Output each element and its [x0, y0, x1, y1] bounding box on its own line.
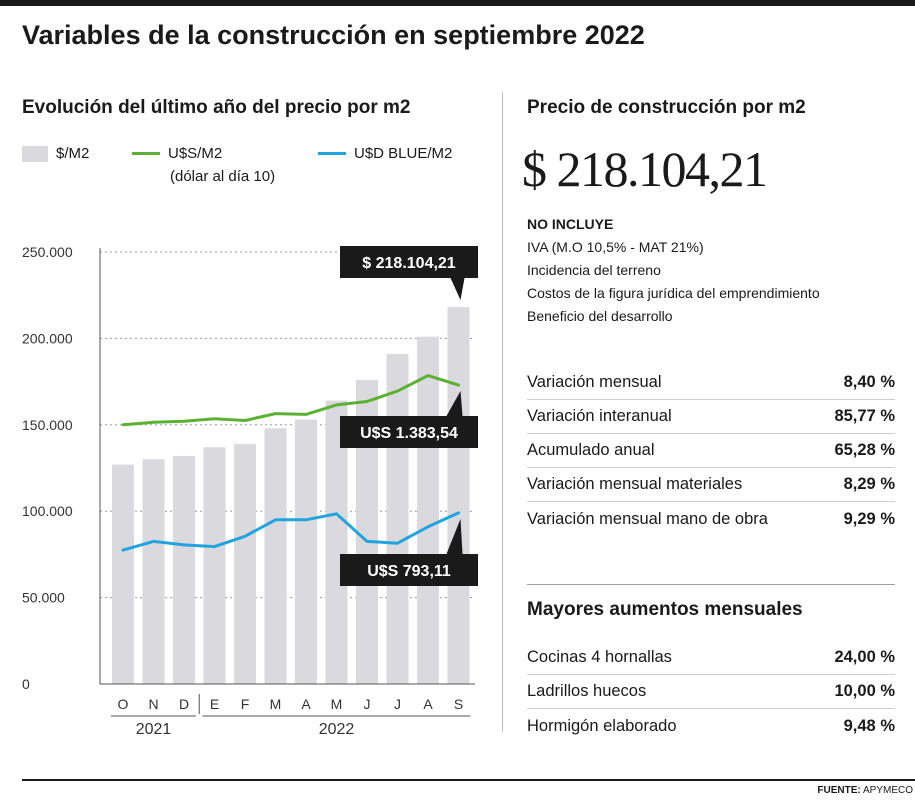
increase-row: Cocinas 4 hornallas 24,00 %: [527, 641, 895, 675]
x-tick-label: O: [118, 696, 129, 712]
stat-value: 8,29 %: [843, 475, 895, 493]
legend-label-usd: U$S/M2: [168, 145, 223, 162]
stat-row: Variación interanual 85,77 %: [527, 400, 895, 434]
exclusion-item: IVA (M.O 10,5% - MAT 21%): [527, 239, 704, 255]
bar-ars: [203, 447, 226, 684]
callout-box: [340, 554, 478, 586]
callout-pointer: [446, 391, 463, 416]
callout-label: $ 218.104,21: [362, 255, 456, 272]
increase-row: Ladrillos huecos 10,00 %: [527, 675, 895, 709]
stat-value: 65,28 %: [834, 441, 895, 459]
x-tick-label: A: [423, 696, 433, 712]
year-label: 2022: [319, 721, 355, 738]
increase-label: Hormigón elaborado: [527, 716, 677, 735]
y-tick-label: 250.000: [22, 244, 73, 260]
price-chart: 250.000 200.000 150.000 100.000 50.000 0 O N D E F…: [22, 244, 478, 738]
year-label: 2021: [136, 721, 172, 738]
callout-label: U$S 793,11: [367, 563, 451, 580]
bar-ars: [295, 419, 317, 684]
stat-label: Variación mensual: [527, 373, 662, 391]
bottom-rule: [22, 779, 915, 781]
stat-row: Variación mensual mano de obra 9,29 %: [527, 502, 895, 536]
increase-value: 9,48 %: [843, 716, 895, 735]
increase-label: Ladrillos huecos: [527, 682, 647, 700]
callout-pointer: [446, 518, 463, 554]
stat-value: 8,40 %: [843, 373, 895, 391]
stat-label: Variación mensual materiales: [527, 475, 743, 493]
callout-label: U$S 1.383,54: [360, 425, 458, 442]
stat-label: Variación mensual mano de obra: [527, 509, 768, 528]
source-name: APYMECO: [862, 785, 913, 796]
line-usd: [121, 374, 460, 427]
price-section-title: Precio de construcción por m2: [527, 97, 806, 118]
y-tick-label: 200.000: [22, 330, 73, 346]
x-tick-label: M: [331, 696, 343, 712]
chart-title: Evolución del último año del precio por …: [22, 97, 411, 118]
bar-ars: [142, 459, 165, 684]
x-tick-label: E: [210, 696, 219, 712]
legend-item-usd: U$S/M2: [132, 145, 222, 162]
bar-ars: [112, 464, 134, 684]
stat-value: 9,29 %: [843, 509, 895, 528]
bar-ars: [447, 307, 470, 684]
source-label: FUENTE:: [817, 785, 861, 796]
bar-ars: [417, 336, 439, 684]
bar-ars: [386, 353, 409, 684]
panel-divider: [502, 92, 503, 732]
callout-box: [340, 246, 478, 278]
exclusions-heading: NO INCLUYE: [527, 216, 614, 232]
x-tick-label: M: [270, 696, 282, 712]
legend-swatch-usd-line: [132, 152, 160, 155]
increase-label: Cocinas 4 hornallas: [527, 648, 672, 666]
top-rule: [0, 0, 915, 6]
x-tick-label: J: [364, 696, 371, 712]
y-tick-label: 0: [22, 676, 30, 692]
exclusion-item: Incidencia del terreno: [527, 262, 661, 278]
legend-label-blue: U$D BLUE/M2: [354, 145, 453, 162]
stat-label: Acumulado anual: [527, 441, 655, 459]
page-title: Variables de la construcción en septiemb…: [22, 20, 645, 50]
increase-value: 10,00 %: [834, 682, 895, 700]
callout-box: [340, 416, 478, 448]
bar-ars: [264, 428, 287, 684]
price-per-m2: $ 218.104,21: [522, 141, 768, 197]
x-tick-label: D: [179, 696, 189, 712]
stat-row: Variación mensual materiales 8,29 %: [527, 468, 895, 502]
section-divider: [527, 584, 895, 585]
legend-swatch-blue-line: [318, 152, 346, 155]
stat-row: Acumulado anual 65,28 %: [527, 434, 895, 468]
legend-item-ars: $/M2: [22, 145, 89, 162]
bar-ars: [325, 400, 348, 684]
increase-row: Hormigón elaborado 9,48 %: [527, 709, 895, 743]
bar-ars: [173, 455, 195, 684]
y-tick-label: 150.000: [22, 417, 73, 433]
source-credit: FUENTE: APYMECO: [817, 785, 913, 796]
increase-value: 24,00 %: [834, 648, 895, 666]
legend-item-blue: U$D BLUE/M2: [318, 145, 452, 162]
callout-pointer: [450, 278, 465, 300]
y-tick-label: 50.000: [22, 590, 65, 606]
bar-ars: [356, 379, 378, 684]
stat-label: Variación interanual: [527, 407, 672, 425]
x-tick-label: N: [148, 696, 158, 712]
exclusion-item: Costos de la figura jurídica del emprend…: [527, 285, 820, 301]
line-blue: [121, 511, 460, 552]
bar-ars: [234, 443, 256, 684]
legend-swatch-bar: [22, 145, 48, 162]
stat-row: Variación mensual 8,40 %: [527, 366, 895, 400]
legend-label-ars: $/M2: [56, 145, 90, 162]
x-tick-label: A: [301, 696, 311, 712]
x-tick-label: J: [394, 696, 401, 712]
stat-value: 85,77 %: [834, 407, 895, 425]
legend-note-usd: (dólar al día 10): [170, 168, 276, 185]
exclusion-item: Beneficio del desarrollo: [527, 308, 673, 324]
y-tick-label: 100.000: [22, 503, 73, 519]
x-tick-label: F: [241, 696, 250, 712]
increases-title: Mayores aumentos mensuales: [527, 599, 803, 620]
x-tick-label: S: [454, 696, 463, 712]
